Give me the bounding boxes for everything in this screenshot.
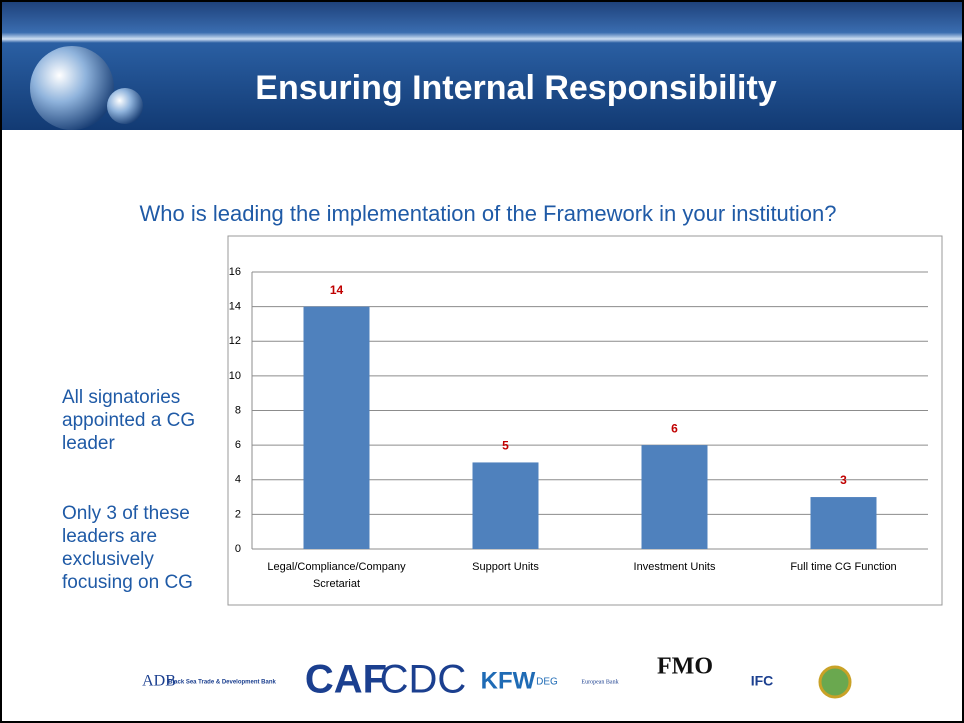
slide-title: Ensuring Internal Responsibility bbox=[255, 69, 776, 107]
logo: CAF bbox=[305, 658, 387, 702]
bar bbox=[810, 497, 877, 549]
y-tick-label: 4 bbox=[235, 474, 241, 486]
logo: CDC bbox=[380, 658, 467, 702]
y-tick-label: 10 bbox=[229, 370, 241, 382]
x-tick-label: Support Units bbox=[472, 561, 539, 573]
bar bbox=[472, 462, 539, 549]
logo: FMO bbox=[657, 654, 713, 680]
x-tick-label: Full time CG Function bbox=[790, 561, 897, 573]
logo: ADB bbox=[142, 673, 176, 690]
y-tick-label: 16 bbox=[229, 266, 241, 278]
logo-box bbox=[144, 665, 174, 695]
sphere bbox=[30, 46, 114, 130]
x-tick-label: Investment Units bbox=[633, 561, 716, 573]
data-label: 5 bbox=[502, 439, 509, 453]
y-tick-label: 0 bbox=[235, 543, 241, 555]
y-tick-label: 14 bbox=[229, 301, 241, 313]
bar bbox=[641, 445, 708, 549]
logo: IFC bbox=[751, 673, 774, 689]
data-label: 14 bbox=[330, 283, 344, 297]
y-tick-label: 8 bbox=[235, 404, 241, 416]
y-tick-label: 6 bbox=[235, 439, 241, 451]
y-tick-label: 12 bbox=[229, 335, 241, 347]
note: Only 3 of these leaders are exclusively … bbox=[62, 503, 193, 593]
header-band bbox=[0, 0, 964, 130]
data-label: 6 bbox=[671, 421, 678, 435]
logo: Black Sea Trade & Development Bank bbox=[168, 680, 276, 686]
logo: European Bank bbox=[581, 679, 618, 685]
bar bbox=[303, 306, 370, 549]
x-tick-label: Legal/Compliance/Company Scretariat bbox=[267, 561, 406, 590]
note: All signatories appointed a CG leader bbox=[62, 387, 196, 454]
logo: DEG bbox=[536, 677, 558, 688]
emblem bbox=[818, 665, 852, 699]
data-label: 3 bbox=[840, 473, 847, 487]
logo: KFW bbox=[481, 667, 536, 694]
y-tick-label: 2 bbox=[235, 508, 241, 520]
sphere bbox=[107, 88, 143, 124]
question: Who is leading the implementation of the… bbox=[139, 201, 836, 226]
